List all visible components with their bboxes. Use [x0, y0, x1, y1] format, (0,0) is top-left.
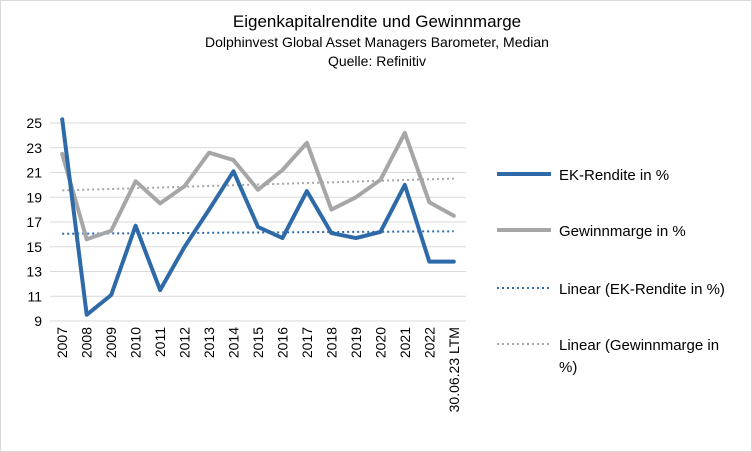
y-tick-label: 21: [26, 165, 42, 181]
series-line-3: [62, 177, 454, 192]
y-tick-label: 23: [26, 140, 42, 156]
series-line-1: [60, 130, 456, 242]
legend-label: Linear (EK-Rendite in %): [559, 281, 725, 298]
x-tick-label: 2011: [152, 327, 168, 357]
chart-subtitle: Dolphinvest Global Asset Managers Barome…: [205, 34, 549, 50]
x-tick-label: 2015: [250, 327, 266, 358]
chart-title: Eigenkapitalrendite und Gewinnmarge: [232, 12, 522, 31]
x-tick-label: 2008: [79, 327, 95, 358]
legend-label: Gewinnmarge in %: [559, 223, 686, 240]
series-line-0: [60, 117, 456, 317]
x-tick-label: 2018: [323, 327, 339, 358]
y-tick-label: 11: [27, 288, 42, 304]
x-tick-label: 2017: [299, 327, 315, 358]
chart-source: Quelle: Refinitiv: [327, 53, 427, 69]
x-tick-label: 2010: [128, 327, 144, 358]
legend-label: Linear (Gewinnmarge in: [559, 337, 719, 354]
y-tick-label: 25: [26, 115, 42, 131]
y-tick-label: 19: [26, 189, 42, 205]
y-tick-label: 9: [34, 313, 42, 329]
x-tick-label: 2007: [54, 327, 70, 358]
legend-label: EK-Rendite in %: [559, 167, 669, 184]
y-tick-label: 15: [26, 239, 42, 255]
legend-label-cont: %): [559, 359, 577, 376]
x-tick-label: 2009: [103, 327, 119, 358]
x-tick-label: 2020: [372, 327, 388, 358]
x-tick-label: 2019: [348, 327, 364, 358]
y-tick-label: 13: [26, 264, 42, 280]
series-line-2: [62, 230, 454, 235]
x-tick-label: 2021: [397, 327, 413, 358]
title-block: Eigenkapitalrendite und Gewinnmarge Dolp…: [1, 11, 752, 71]
x-tick-label: 30.06.23 LTM: [446, 327, 462, 412]
x-tick-label: 2016: [274, 327, 290, 358]
x-tick-label: 2014: [226, 327, 242, 358]
x-tick-label: 2013: [201, 327, 217, 358]
y-tick-label: 17: [26, 214, 42, 230]
x-tick-label: 2022: [421, 327, 437, 358]
x-tick-label: 2012: [177, 327, 193, 358]
